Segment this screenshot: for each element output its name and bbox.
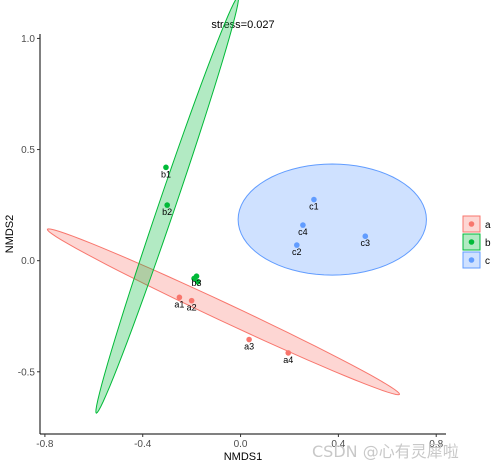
point-label-c4: c4 bbox=[298, 227, 308, 237]
x-tick-label: 0.4 bbox=[331, 439, 345, 450]
point-b bbox=[194, 278, 201, 285]
y-axis-title: NMDS2 bbox=[4, 215, 16, 254]
y-tick-label: 0.0 bbox=[21, 256, 35, 267]
ellipse-layer bbox=[46, 0, 427, 414]
point-label-c3: c3 bbox=[361, 238, 371, 248]
point-label-a1: a1 bbox=[174, 299, 184, 309]
point-c2 bbox=[294, 242, 300, 248]
chart-title: stress=0.027 bbox=[211, 19, 274, 31]
point-label-a3: a3 bbox=[244, 342, 254, 352]
point-a4 bbox=[285, 350, 292, 356]
point-b1 bbox=[163, 164, 169, 171]
points-layer bbox=[163, 164, 369, 356]
legend-dot-b bbox=[468, 239, 475, 245]
y-tick-label: 0.5 bbox=[21, 145, 35, 156]
point-a1 bbox=[176, 294, 183, 301]
axes bbox=[39, 34, 446, 435]
legend: abc bbox=[462, 215, 491, 269]
point-c1 bbox=[311, 196, 317, 203]
point-b3 bbox=[193, 273, 200, 280]
x-axis-title: NMDS1 bbox=[224, 451, 263, 463]
point-label-a2: a2 bbox=[187, 303, 197, 313]
x-tick-label: -0.4 bbox=[134, 439, 152, 450]
point-labels-layer: a1 a2 a3 a4 b1 b2 b3 c1 c4 c2 c3 bbox=[161, 169, 370, 365]
legend-dot-c bbox=[468, 257, 475, 263]
point-b2 bbox=[164, 202, 170, 208]
point-c4 bbox=[300, 222, 306, 228]
x-tick-label: 0.0 bbox=[234, 439, 248, 450]
point-label-b2: b2 bbox=[162, 207, 172, 217]
legend-label-c: c bbox=[485, 256, 490, 267]
y-axis-ticks: 1.0 0.5 0.0 -0.5 bbox=[18, 34, 40, 378]
x-tick-label: -0.8 bbox=[36, 439, 54, 450]
point-label-c1: c1 bbox=[309, 202, 319, 212]
legend-label-b: b bbox=[485, 238, 491, 249]
legend-dot-a bbox=[468, 221, 475, 227]
x-axis-ticks: -0.8 -0.4 0.0 0.4 0.8 bbox=[36, 434, 444, 450]
point-label-b1: b1 bbox=[161, 169, 171, 179]
point-label-a4: a4 bbox=[283, 355, 293, 365]
ellipse-c bbox=[237, 163, 427, 276]
point-c3 bbox=[362, 233, 369, 240]
legend-label-a: a bbox=[485, 220, 491, 231]
watermark-text: CSDN @心有灵犀啦 bbox=[312, 442, 459, 461]
x-tick-label: 0.8 bbox=[429, 439, 443, 450]
point-a3 bbox=[246, 336, 252, 343]
point-a2 bbox=[188, 297, 195, 304]
point-label-c2: c2 bbox=[292, 247, 302, 257]
ellipse-a bbox=[46, 228, 401, 396]
point-label-b3: b3 bbox=[192, 278, 202, 288]
y-tick-label: -0.5 bbox=[18, 367, 36, 378]
y-tick-label: 1.0 bbox=[21, 34, 35, 45]
